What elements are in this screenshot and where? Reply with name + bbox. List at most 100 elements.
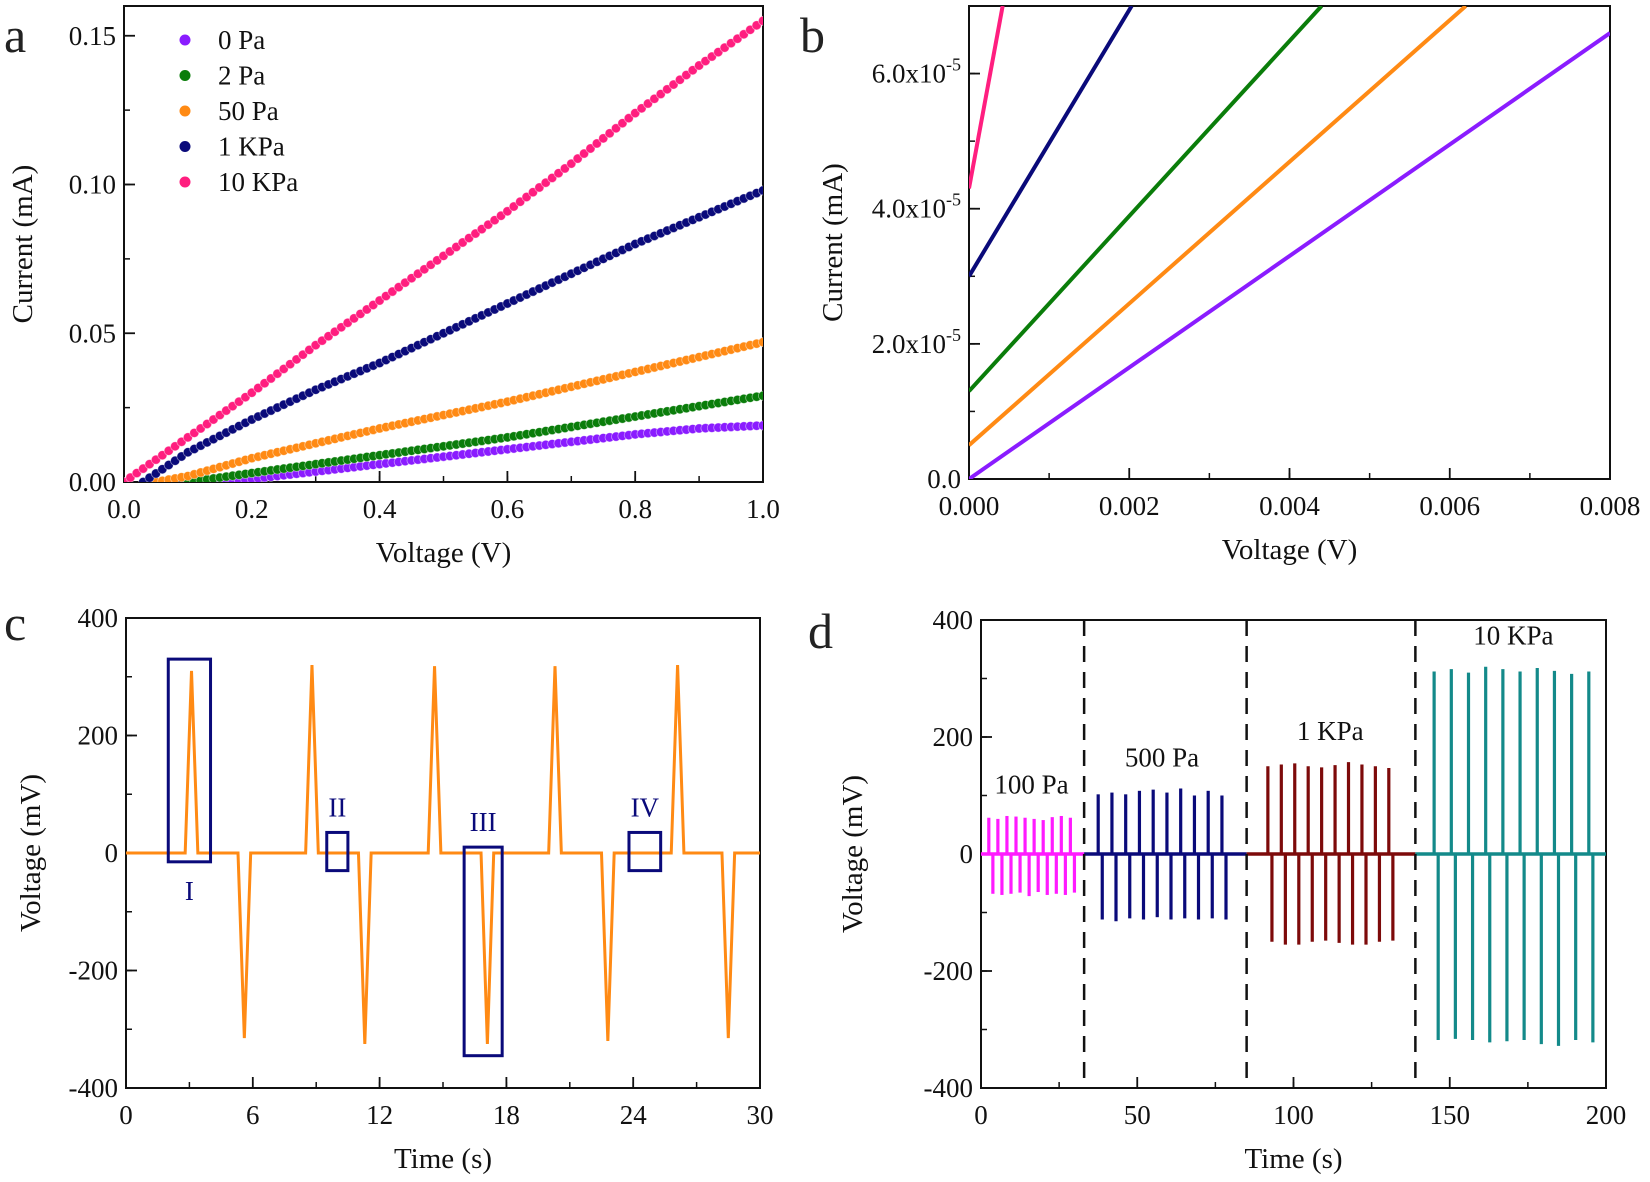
voltage-trace — [126, 664, 760, 1044]
x-tick-label: 0.6 — [491, 494, 525, 524]
x-tick-label: 30 — [747, 1100, 774, 1130]
series-line — [969, 6, 1324, 393]
x-tick-label: 6 — [246, 1100, 260, 1130]
legend-label: 1 KPa — [218, 132, 285, 162]
annotation-label: I — [185, 876, 194, 906]
x-tick-label: 18 — [493, 1100, 520, 1130]
y-tick-label: 400 — [933, 605, 974, 635]
segment-label: 1 KPa — [1297, 716, 1364, 746]
legend-label: 10 KPa — [218, 167, 298, 197]
panel-letter-d: d — [808, 603, 833, 659]
legend-label: 0 Pa — [218, 25, 265, 55]
data-point — [758, 420, 763, 431]
y-tick-label: -400 — [924, 1073, 974, 1103]
x-tick-label: 1.0 — [746, 494, 780, 524]
y-axis-title: Voltage (mV) — [15, 774, 47, 932]
y-tick-label: 0.15 — [69, 21, 116, 51]
x-tick-label: 0.004 — [1259, 491, 1320, 521]
data-point — [758, 15, 763, 26]
series-0-pa — [214, 420, 763, 482]
panel-b-iv-zoom: 0.000 0.002 0.004 0.006 0.008 0.0 2.0x10-5 4.0x… — [817, 5, 1641, 566]
segment-500-pa — [1084, 788, 1247, 922]
series-line — [969, 6, 1005, 189]
x-tick-label: 24 — [620, 1100, 648, 1130]
x-axis-title: Voltage (V) — [376, 537, 512, 569]
y-tick-label: -200 — [924, 956, 974, 986]
plot-area — [126, 664, 760, 1045]
y-tick-label: -200 — [69, 956, 119, 986]
legend-label: 50 Pa — [218, 96, 279, 126]
y-tick-label: 6.0x10-5 — [872, 55, 961, 89]
annotation-box — [627, 830, 663, 873]
legend-marker — [179, 105, 191, 117]
legend-marker — [179, 141, 191, 152]
data-point — [758, 185, 763, 196]
legend-label: 2 Pa — [218, 61, 265, 91]
segment-100-pa — [981, 815, 1085, 897]
segment-label: 100 Pa — [994, 770, 1068, 800]
series-2-pa — [182, 390, 763, 482]
x-tick-label: 0.008 — [1580, 491, 1641, 521]
x-axis-title: Voltage (V) — [1222, 534, 1358, 566]
plot-area — [969, 6, 1610, 479]
panel-a-iv-curves: 0.0 0.2 0.4 0.6 0.8 1.0 0.00 0.05 0.10 0.15 Voltag… — [7, 5, 780, 569]
plot-frame — [123, 5, 764, 483]
panel-letter-b: b — [800, 7, 825, 63]
annotation-label: III — [470, 807, 497, 837]
series-10-kpa — [124, 15, 763, 482]
series-line — [969, 6, 1134, 278]
x-tick-label: 0 — [119, 1100, 133, 1130]
series-line — [969, 31, 1610, 479]
legend-marker — [179, 34, 191, 46]
x-tick-label: 200 — [1586, 1100, 1627, 1130]
plot-area — [981, 666, 1606, 1046]
x-tick-label: 0 — [974, 1100, 988, 1130]
y-tick-label: 0.0 — [927, 464, 961, 494]
x-axis-title: Time (s) — [394, 1143, 492, 1175]
y-tick-label: 200 — [78, 721, 119, 751]
x-tick-label: 12 — [366, 1100, 393, 1130]
y-tick-label: 400 — [78, 603, 119, 633]
plot-area — [124, 15, 763, 482]
annotation-box — [166, 657, 213, 864]
annotation-box — [325, 830, 350, 873]
x-tick-label: 0.2 — [235, 494, 269, 524]
panel-letter-a: a — [4, 7, 26, 63]
plot-frame — [968, 5, 1611, 480]
y-axis-title: Voltage (mV) — [837, 775, 869, 933]
x-tick-label: 0.000 — [939, 491, 1000, 521]
x-tick-label: 150 — [1430, 1100, 1471, 1130]
x-tick-label: 0.8 — [618, 494, 652, 524]
x-tick-label: 100 — [1273, 1100, 1314, 1130]
annotation-box — [462, 845, 504, 1058]
data-point — [758, 390, 763, 401]
panel-c-voltage-time: 0 6 12 18 24 30 -400 -200 0 200 400 Time (s) Voltage… — [15, 603, 774, 1175]
y-tick-label: 0.00 — [69, 467, 116, 497]
segment-10-kpa — [1415, 666, 1606, 1046]
y-tick-label: 0 — [960, 839, 974, 869]
y-axis-title: Current (mA) — [817, 163, 849, 322]
legend-marker — [179, 70, 191, 81]
y-tick-label: 0.05 — [69, 318, 116, 348]
annotation-label: IV — [631, 792, 660, 822]
y-axis-title: Current (mA) — [7, 165, 39, 324]
y-tick-label: -400 — [69, 1073, 119, 1103]
legend-marker — [179, 176, 191, 188]
annotation-label: II — [328, 792, 346, 822]
x-tick-label: 0.0 — [107, 494, 141, 524]
y-tick-label: 2.0x10-5 — [872, 325, 961, 359]
y-tick-label: 0 — [105, 838, 119, 868]
segment-label: 10 KPa — [1473, 621, 1553, 651]
x-tick-label: 0.4 — [363, 494, 397, 524]
x-tick-label: 0.002 — [1099, 491, 1160, 521]
series-line — [969, 6, 1468, 447]
segment-1-kpa — [1246, 762, 1416, 945]
series-50-pa — [150, 337, 763, 482]
segment-label: 500 Pa — [1125, 742, 1199, 772]
x-tick-label: 50 — [1124, 1100, 1151, 1130]
y-tick-label: 4.0x10-5 — [872, 190, 961, 224]
panel-letter-c: c — [4, 595, 26, 651]
x-tick-label: 0.006 — [1419, 491, 1480, 521]
series-1-kpa — [138, 185, 763, 482]
